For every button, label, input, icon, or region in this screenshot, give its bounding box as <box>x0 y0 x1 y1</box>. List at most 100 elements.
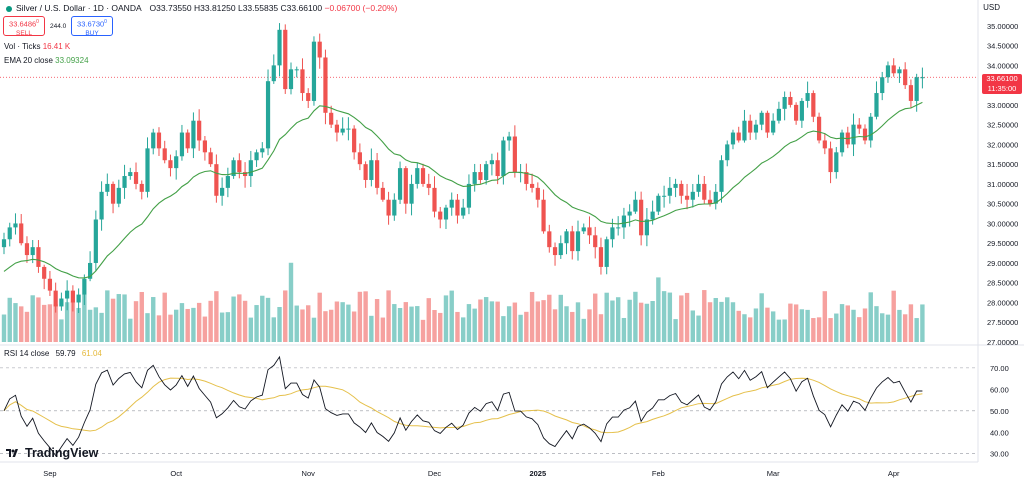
rsi-tick-label: 70.00 <box>990 364 1009 373</box>
ema-legend[interactable]: EMA 20 close 33.09324 <box>4 56 89 65</box>
candle-body <box>294 69 299 71</box>
rsi-tick-label: 30.00 <box>990 450 1009 459</box>
volume-bar <box>392 304 397 342</box>
candle-body <box>311 41 317 101</box>
buy-label: BUY <box>85 29 99 37</box>
symbol-header: Silver / U.S. Dollar · 1D · OANDA O33.73… <box>4 3 397 13</box>
candle-body <box>47 278 53 291</box>
candle-body <box>524 172 529 184</box>
time-tick-label: Mar <box>767 469 780 478</box>
ema-line <box>3 101 923 279</box>
currency-label[interactable]: USD <box>983 3 1000 12</box>
price-tick-label: 30.50000 <box>987 200 1018 209</box>
volume-bar <box>59 319 64 342</box>
candle-body <box>426 183 431 188</box>
volume-bar <box>880 313 885 342</box>
price-tick-label: 30.00000 <box>987 219 1018 228</box>
candle-body <box>782 96 787 109</box>
candle-body <box>59 298 64 307</box>
candle-body <box>151 132 156 149</box>
candle-body <box>415 168 420 184</box>
sell-button[interactable]: 33.64860 SELL <box>3 16 45 37</box>
volume-bar <box>799 309 805 342</box>
candle-body <box>122 176 127 188</box>
volume-bar <box>638 302 644 342</box>
candle-body <box>489 160 494 165</box>
rsi-legend[interactable]: RSI 14 close 59.79 61.04 <box>4 349 102 358</box>
volume-bar <box>587 309 592 342</box>
volume-bar <box>782 319 787 342</box>
volume-bar <box>317 292 322 342</box>
volume-bar <box>225 312 231 342</box>
volume-bar <box>41 304 47 342</box>
volume-bar <box>851 309 856 342</box>
volume-bar <box>529 291 535 342</box>
volume-bar <box>277 307 282 342</box>
candle-body <box>179 132 185 157</box>
candle-body <box>759 112 764 125</box>
candle-body <box>891 65 896 74</box>
candle-body <box>185 132 190 149</box>
chart-grid <box>0 0 1024 463</box>
ema-legend-label: EMA 20 close <box>4 56 53 65</box>
volume-bar <box>455 311 460 342</box>
volume-bar <box>380 317 386 342</box>
volume-bar <box>283 290 288 342</box>
candle-body <box>667 187 672 196</box>
candle-body <box>725 144 730 161</box>
candle-body <box>65 290 70 299</box>
volume-bar <box>730 302 736 342</box>
candle-body <box>794 104 799 121</box>
tradingview-logo[interactable]: TradingView <box>6 446 98 460</box>
time-tick-label: 2025 <box>529 469 546 478</box>
volume-legend[interactable]: Vol · Ticks 16.41 K <box>4 42 70 51</box>
volume-bar <box>179 303 185 342</box>
time-tick-label: Feb <box>652 469 665 478</box>
candle-body <box>397 168 403 200</box>
spread-value: 244.0 <box>50 23 67 30</box>
volume-bar <box>684 292 690 342</box>
volume-bar <box>696 315 701 342</box>
price-tick-label: 31.00000 <box>987 180 1018 189</box>
candle-body <box>133 172 139 184</box>
volume-bar <box>288 262 294 342</box>
candle-body <box>828 148 833 173</box>
volume-bar <box>99 312 104 342</box>
candle-body <box>369 160 374 180</box>
volume-bar <box>174 309 179 342</box>
volume-bar <box>363 291 368 342</box>
candle-body <box>99 191 104 220</box>
candle-body <box>696 183 701 192</box>
candle-body <box>650 211 655 220</box>
volume-bar <box>707 302 713 342</box>
candle-body <box>702 183 707 200</box>
buy-button[interactable]: 33.67300 BUY <box>71 16 113 37</box>
price-tick-label: 27.00000 <box>987 338 1018 347</box>
volume-bar <box>564 306 569 342</box>
price-tick-label: 34.00000 <box>987 61 1018 70</box>
volume-bar <box>627 299 632 342</box>
volume-bar <box>340 302 345 342</box>
volume-bar <box>1 314 7 342</box>
volume-bar <box>369 315 374 342</box>
volume-bar <box>501 316 506 342</box>
candle-body <box>690 191 695 200</box>
candle-body <box>753 124 759 133</box>
volume-bar <box>105 290 110 342</box>
candle-body <box>214 164 219 196</box>
volume-bar <box>765 307 770 342</box>
candle-body <box>438 211 443 220</box>
price-tick-label: 31.50000 <box>987 160 1018 169</box>
candle-body <box>903 69 908 86</box>
sell-price: 33.6486 <box>9 19 37 29</box>
volume-bar <box>742 314 747 342</box>
candle-body <box>472 172 477 184</box>
volume-bar <box>667 292 673 342</box>
volume-bar <box>64 302 70 342</box>
candle-body <box>254 152 259 161</box>
volume-bar <box>615 297 621 342</box>
candle-body <box>36 247 41 267</box>
price-tick-label: 35.00000 <box>987 22 1018 31</box>
ohlc-open: O33.73550 <box>149 3 192 13</box>
